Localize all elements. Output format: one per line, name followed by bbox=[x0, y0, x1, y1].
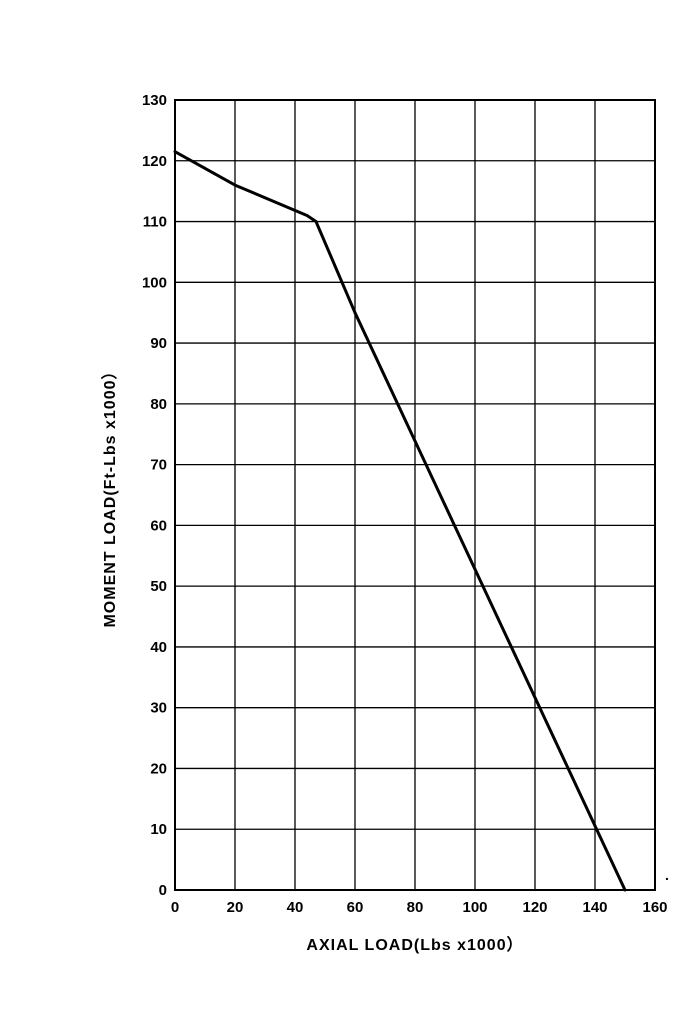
x-tick-label: 140 bbox=[582, 899, 607, 916]
x-tick-label: 60 bbox=[347, 899, 364, 916]
x-tick-label: 120 bbox=[522, 899, 547, 916]
x-tick-label: 80 bbox=[407, 899, 424, 916]
y-tick-label: 10 bbox=[150, 821, 167, 838]
y-tick-label: 80 bbox=[150, 396, 167, 413]
y-tick-label: 90 bbox=[150, 335, 167, 352]
x-tick-label: 40 bbox=[287, 899, 304, 916]
y-tick-label: 50 bbox=[150, 578, 167, 595]
y-tick-label: 120 bbox=[142, 153, 167, 170]
chart-svg: 0 20 40 60 80 100 120 140 160 0 10 20 30 40 50 60 70 80 90… bbox=[0, 0, 700, 1030]
x-tick-label: 160 bbox=[642, 899, 667, 916]
y-tick-label: 70 bbox=[150, 457, 167, 474]
y-tick-label: 100 bbox=[142, 274, 167, 291]
x-axis-label: AXIAL LOAD(Lbs x1000） bbox=[306, 936, 523, 954]
x-tick-label: 100 bbox=[462, 899, 487, 916]
x-tick-label: 0 bbox=[171, 899, 179, 916]
y-axis-label: MOMENT LOAD(Ft-Lbs x1000） bbox=[101, 362, 119, 627]
x-tick-label: 20 bbox=[227, 899, 244, 916]
y-tick-label: 30 bbox=[150, 700, 167, 717]
y-tick-label: 130 bbox=[142, 92, 167, 109]
y-tick-label: 40 bbox=[150, 639, 167, 656]
chart-container: 0 20 40 60 80 100 120 140 160 0 10 20 30 40 50 60 70 80 90… bbox=[0, 0, 700, 1030]
y-tick-label: 60 bbox=[150, 517, 167, 534]
y-tick-label: 20 bbox=[150, 760, 167, 777]
stray-dot: . bbox=[665, 867, 669, 883]
y-tick-label: 0 bbox=[159, 882, 167, 899]
y-tick-label: 110 bbox=[143, 214, 167, 231]
